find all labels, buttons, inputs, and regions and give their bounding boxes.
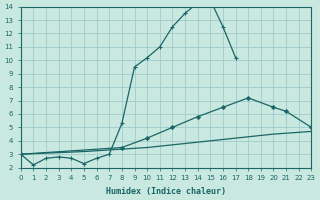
X-axis label: Humidex (Indice chaleur): Humidex (Indice chaleur): [106, 187, 226, 196]
